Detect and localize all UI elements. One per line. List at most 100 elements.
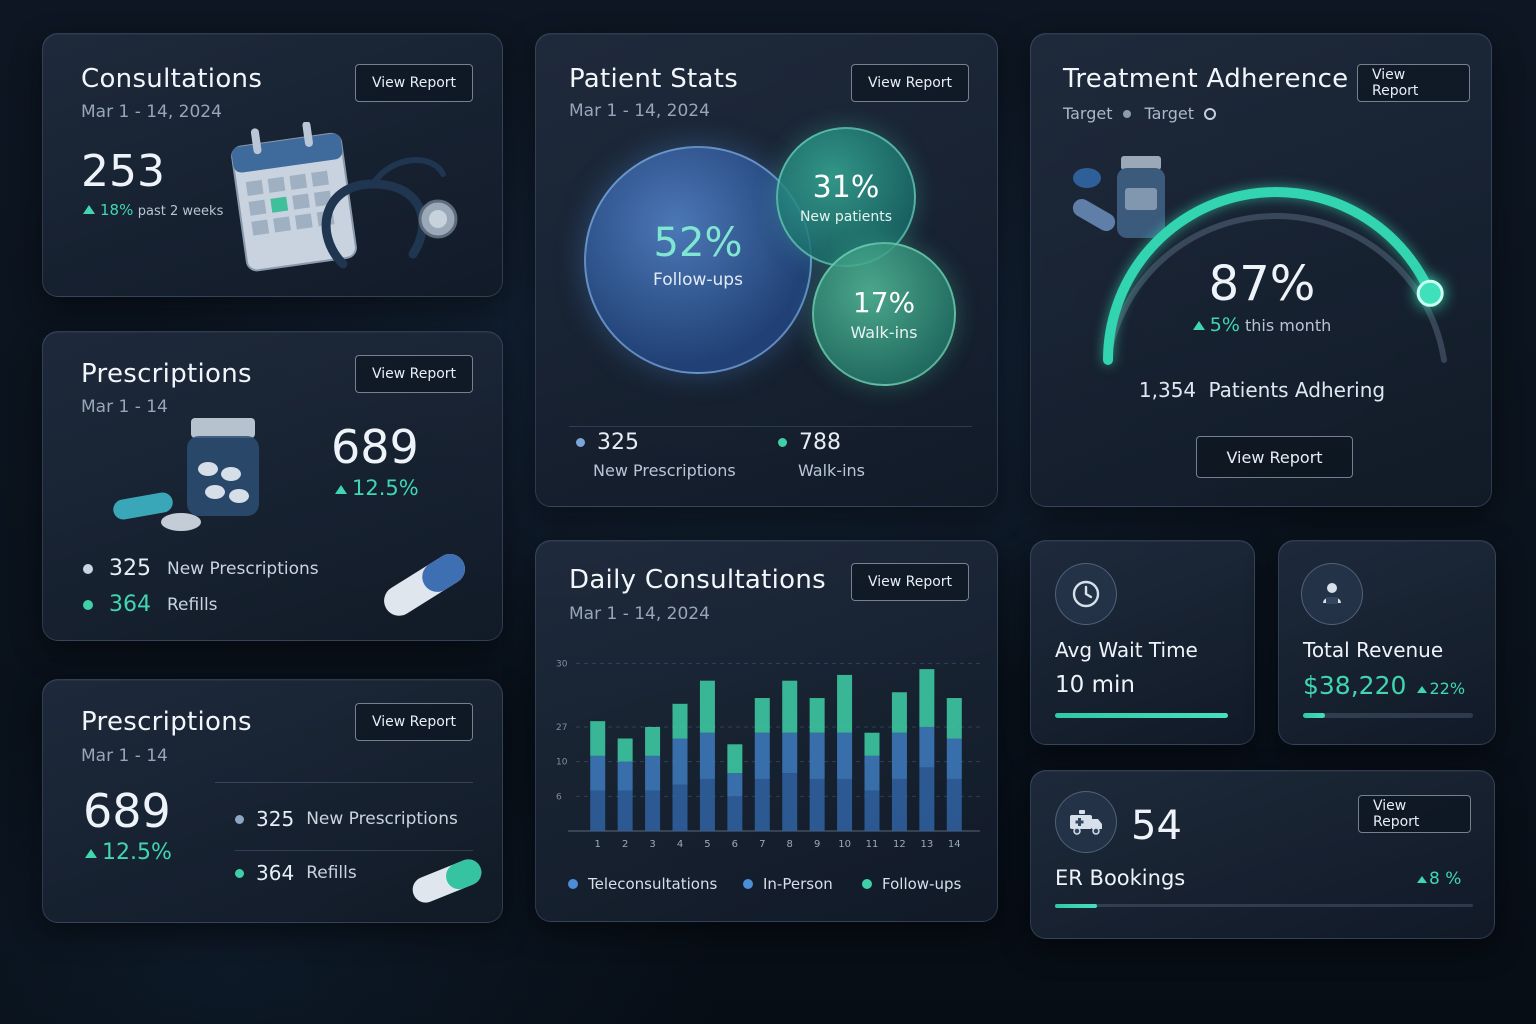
- divider: [569, 426, 972, 427]
- card-date: Mar 1 - 14, 2024: [569, 604, 710, 624]
- prescriptions-change: 12.5%: [335, 476, 419, 500]
- legend-follow-ups: Follow-ups: [862, 875, 961, 893]
- view-report-button[interactable]: View Report: [851, 563, 969, 601]
- bar-segment-in-person: [754, 732, 770, 779]
- pill-bottle-icon: [113, 418, 259, 531]
- bar-segment-teleconsultations: [672, 784, 688, 831]
- adherence-change: 5% this month: [1031, 314, 1491, 336]
- legend-dot: [83, 599, 93, 610]
- prescriptions-value: 689: [83, 784, 171, 838]
- legend-dot: [576, 438, 585, 447]
- bar-segment-follow-ups: [946, 698, 962, 739]
- bar-segment-teleconsultations: [919, 767, 935, 831]
- x-tick-label: 3: [649, 839, 655, 850]
- progress-fill: [1055, 904, 1097, 908]
- bar-segment-follow-ups: [782, 680, 798, 733]
- divider: [215, 782, 473, 783]
- calendar-icon: [231, 122, 357, 272]
- legend-in-person: In-Person: [743, 875, 833, 893]
- bubble-pct: 17%: [852, 286, 916, 319]
- stat-label: New Prescriptions: [593, 461, 736, 480]
- view-report-button[interactable]: View Report: [851, 64, 969, 102]
- prescriptions-change: 12.5%: [85, 840, 172, 865]
- y-tick-label: 27: [556, 723, 567, 733]
- card-title: Consultations: [81, 64, 263, 94]
- change-value: 22%: [1429, 679, 1466, 698]
- bar-segment-follow-ups: [891, 692, 907, 733]
- change-note: past 2 weeks: [137, 204, 224, 219]
- patients-label: Patients Adhering: [1208, 378, 1386, 402]
- stethoscope-icon: [321, 157, 458, 269]
- list-item: 364 Refills: [235, 861, 357, 885]
- up-arrow-icon: [1417, 686, 1428, 693]
- bar-segment-follow-ups: [645, 726, 661, 756]
- prescriptions-card: Prescriptions Mar 1 - 14 View Report 689…: [42, 331, 503, 641]
- legend-label: Target: [1063, 104, 1113, 123]
- view-report-button[interactable]: View Report: [1357, 64, 1470, 102]
- legend-dot: [235, 868, 244, 878]
- bubble-label: Follow-ups: [653, 270, 743, 290]
- view-report-button[interactable]: View Report: [355, 64, 473, 102]
- progress-fill: [1055, 713, 1228, 718]
- bar-segment-teleconsultations: [727, 796, 743, 831]
- x-tick-label: 7: [759, 839, 765, 850]
- legend-dot: [743, 879, 753, 889]
- bar-segment-in-person: [782, 732, 798, 774]
- list-item: 325 New Prescriptions: [235, 807, 458, 831]
- view-report-button[interactable]: View Report: [355, 703, 473, 741]
- divider: [235, 850, 473, 851]
- total-revenue-card: Total Revenue $38,220 22%: [1278, 540, 1496, 745]
- progress-track: [1055, 904, 1473, 908]
- card-date: Mar 1 - 14, 2024: [81, 102, 222, 122]
- target-icon: [1204, 107, 1216, 120]
- y-tick-label: 10: [556, 758, 568, 768]
- view-report-button[interactable]: View Report: [1358, 795, 1471, 833]
- change-value: 12.5%: [352, 476, 419, 500]
- bar-segment-follow-ups: [617, 738, 633, 762]
- view-report-button[interactable]: View Report: [355, 355, 473, 393]
- bar-segment-in-person: [837, 732, 853, 779]
- er-change: 8 %: [1417, 869, 1461, 889]
- card-title: Patient Stats: [569, 64, 739, 94]
- stat-new-prescriptions: 325 New Prescriptions: [576, 430, 736, 480]
- bubble-follow-ups: 52% Follow-ups: [584, 146, 812, 374]
- legend-dot: [235, 814, 244, 824]
- list-item: 325 New Prescriptions: [83, 556, 319, 581]
- bar-segment-teleconsultations: [946, 778, 962, 831]
- legend-teleconsultations: Teleconsultations: [568, 875, 717, 893]
- item-label: Refills: [167, 594, 218, 615]
- bar-segment-teleconsultations: [837, 778, 853, 831]
- consultations-change: 18% past 2 weeks: [83, 201, 223, 219]
- x-tick-label: 4: [677, 839, 683, 850]
- y-tick-label: 30: [556, 659, 568, 669]
- bar-segment-in-person: [617, 761, 633, 791]
- treatment-adherence-card: Treatment Adherence Target Target View R…: [1030, 33, 1492, 507]
- er-label: ER Bookings: [1055, 866, 1186, 890]
- x-tick-label: 12: [893, 839, 906, 850]
- legend-dot: [862, 879, 872, 889]
- metric-value: 10 min: [1055, 672, 1135, 698]
- x-tick-label: 8: [787, 839, 793, 850]
- legend-dot: [83, 563, 93, 574]
- stat-value: 788: [799, 430, 841, 455]
- adherence-legend: Target Target: [1063, 104, 1216, 123]
- item-label: Refills: [306, 863, 357, 883]
- stat-label: Walk-ins: [798, 461, 866, 480]
- bar-segment-teleconsultations: [617, 790, 633, 831]
- card-date: Mar 1 - 14: [81, 746, 168, 766]
- legend-dot: [1122, 109, 1131, 118]
- prescriptions-card-secondary: Prescriptions Mar 1 - 14 View Report 689…: [42, 679, 503, 923]
- capsule-icon: [412, 859, 482, 903]
- bar-segment-follow-ups: [672, 703, 688, 739]
- bar-segment-follow-ups: [809, 698, 825, 733]
- prescriptions-value: 689: [331, 420, 419, 474]
- adherence-gauge: [1103, 187, 1447, 365]
- legend-dot: [778, 438, 787, 447]
- bar-segment-teleconsultations: [645, 790, 661, 831]
- item-value: 364: [256, 861, 295, 885]
- up-arrow-icon: [1192, 321, 1205, 330]
- bar-segment-in-person: [809, 732, 825, 779]
- view-report-cta-button[interactable]: View Report: [1196, 436, 1353, 478]
- bar-segment-teleconsultations: [590, 790, 606, 831]
